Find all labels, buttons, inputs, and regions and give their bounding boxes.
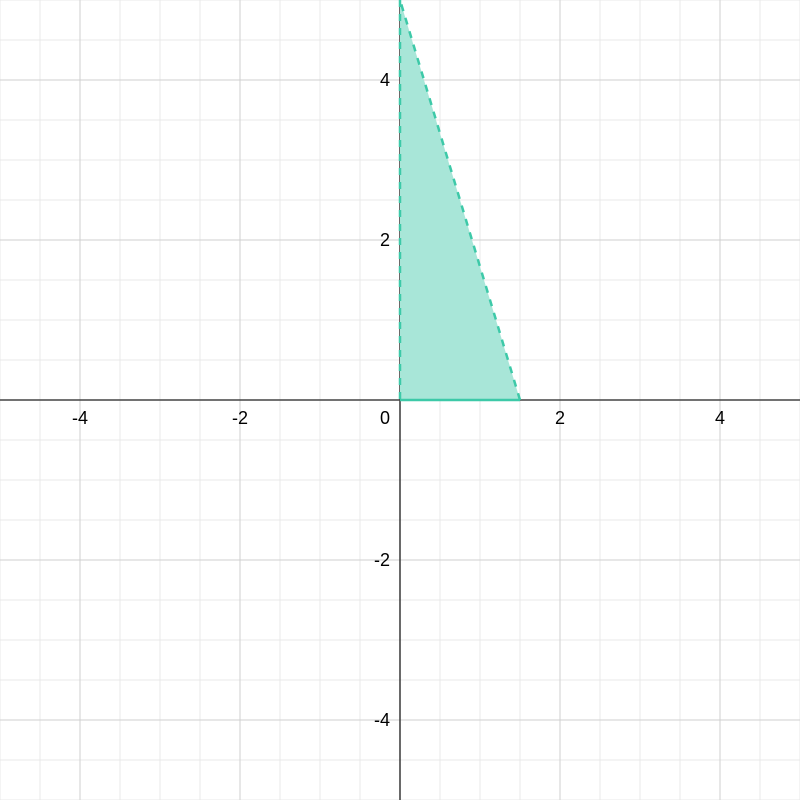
tick-label: 4: [715, 408, 725, 429]
tick-label: -2: [374, 550, 390, 571]
plot-svg: [0, 0, 800, 800]
tick-label: -4: [374, 710, 390, 731]
tick-label: 2: [555, 408, 565, 429]
tick-label: 0: [380, 408, 390, 429]
tick-label: 4: [380, 70, 390, 91]
tick-label: -4: [72, 408, 88, 429]
tick-label: 2: [380, 230, 390, 251]
tick-label: -2: [232, 408, 248, 429]
coordinate-plane: -4 -2 0 2 4 -4 -2 2 4: [0, 0, 800, 800]
